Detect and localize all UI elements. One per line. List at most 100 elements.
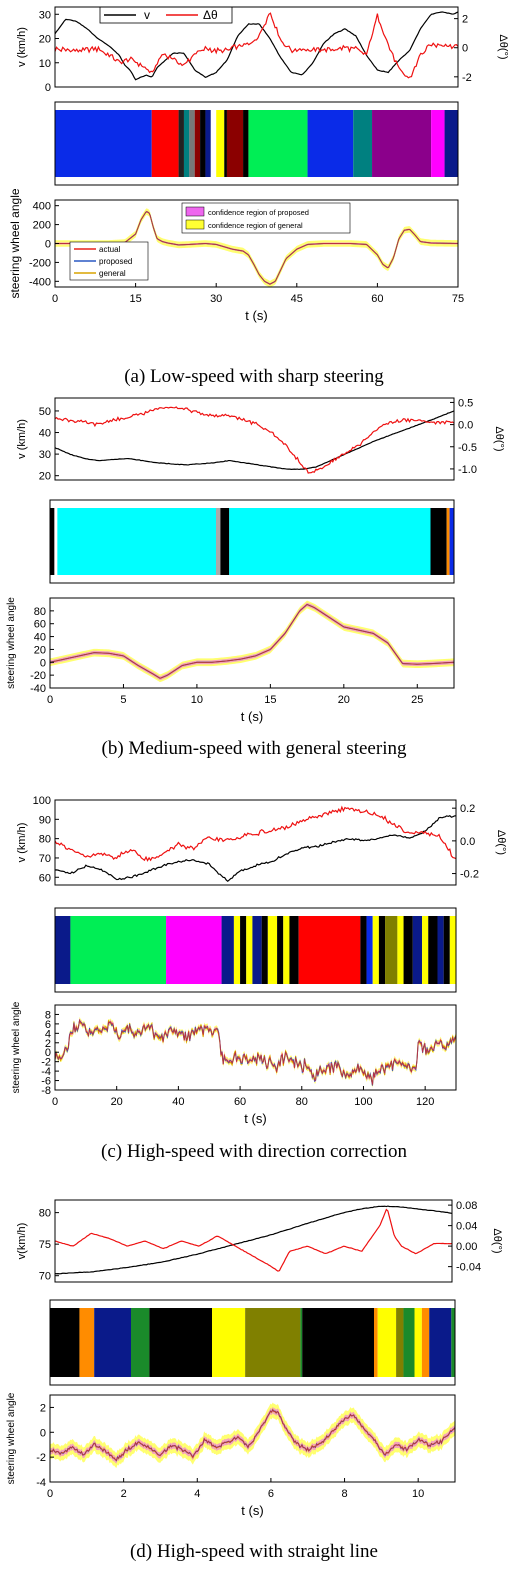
state-bar <box>49 1299 456 1386</box>
x-tick-label: 4 <box>194 1488 200 1500</box>
caption-a: (a) Low-speed with sharp steering <box>124 366 384 387</box>
state-segment <box>428 916 438 984</box>
y-tick-label: 400 <box>33 201 51 213</box>
steer-y-axis-label: steering wheel angle <box>6 597 17 689</box>
y-right-tick-label: 0.00 <box>456 1241 477 1253</box>
speed-plot: 0 10 20 30 -2 0 2 v (km/h) Δθ(°) v Δθ <box>16 6 508 94</box>
y-tick-label: 6 <box>45 1019 51 1031</box>
x-tick-label: 80 <box>296 1096 308 1108</box>
state-segment <box>252 916 262 984</box>
x-tick-label: 120 <box>416 1096 434 1108</box>
steer-x-axis-label: t (s) <box>241 709 263 724</box>
y-tick-label: 70 <box>39 853 51 865</box>
steer-plot-frame <box>49 1394 456 1483</box>
state-segment <box>216 508 221 575</box>
state-segment <box>212 1308 246 1377</box>
y-tick-label: 75 <box>39 1239 51 1251</box>
state-segment <box>437 916 444 984</box>
steer-y-axis-label: steering wheel angle <box>8 188 22 298</box>
speed-axis-label: v (km/h) <box>16 823 28 863</box>
state-segment <box>183 110 190 177</box>
legend-dtheta-label: Δθ <box>203 8 218 22</box>
y-tick-label: 2 <box>40 1402 46 1414</box>
y-right-tick-label: 0.2 <box>460 803 475 815</box>
state-segment <box>248 110 308 177</box>
heading-axis-label: Δθ(°) <box>491 1228 503 1253</box>
state-segment <box>189 110 195 177</box>
y-tick-label: 90 <box>39 814 51 826</box>
state-segment <box>422 916 429 984</box>
steer-x-axis-label: t (s) <box>244 1111 266 1126</box>
state-segment <box>397 916 404 984</box>
speed-series-line <box>54 11 459 81</box>
y-right-tick-label: 0 <box>462 43 468 55</box>
x-tick-label: 30 <box>210 293 222 305</box>
state-segment <box>205 110 211 177</box>
y-tick-label: -400 <box>29 276 51 288</box>
y-tick-label: -8 <box>41 1085 51 1097</box>
state-segment <box>431 110 445 177</box>
speed-plot-frame <box>54 1199 453 1283</box>
x-tick-label: 10 <box>191 694 203 706</box>
state-segment <box>210 110 217 177</box>
state-segment <box>166 916 222 984</box>
state-segment <box>57 508 217 575</box>
y-right-tick-label: -2 <box>462 72 472 84</box>
legend-conf-general-swatch <box>185 219 205 230</box>
state-segment <box>224 110 227 177</box>
state-segment <box>267 916 278 984</box>
state-segment <box>430 508 447 575</box>
steer-x-axis-label: t (s) <box>241 1503 263 1518</box>
steer-plot-frame <box>54 1004 457 1091</box>
legend-conf-proposed-swatch <box>185 206 205 217</box>
y-tick-label: 80 <box>39 834 51 846</box>
state-segment <box>421 1308 430 1377</box>
actual-series-line <box>49 1409 456 1462</box>
x-tick-label: 8 <box>341 1488 347 1500</box>
y-tick-label: 10 <box>39 58 51 70</box>
state-segment <box>243 110 249 177</box>
y-tick-label: 80 <box>39 1208 51 1220</box>
state-segment <box>70 916 167 984</box>
state-bar-border <box>49 1299 456 1386</box>
state-segment <box>55 916 71 984</box>
state-segment <box>151 110 179 177</box>
x-tick-label: 100 <box>354 1096 372 1108</box>
y-tick-label: 20 <box>34 644 46 656</box>
state-segment <box>353 110 373 177</box>
state-bar-border <box>49 499 455 584</box>
general-confidence-band <box>55 1017 456 1089</box>
state-bar <box>54 101 459 186</box>
y-right-tick-label: -1.0 <box>458 464 477 476</box>
state-segment <box>50 508 55 575</box>
state-segment <box>54 508 58 575</box>
y-right-tick-label: -0.2 <box>460 869 479 881</box>
y-tick-label: -2 <box>41 1057 51 1069</box>
state-segment <box>216 110 225 177</box>
speed-plot-frame <box>54 6 459 88</box>
panel-a: 0 10 20 30 -2 0 2 v (km/h) Δθ(°) v Δθ -400 -200 0 200 4… <box>8 6 508 323</box>
state-segment <box>298 916 361 984</box>
y-right-tick-label: -0.04 <box>456 1262 481 1274</box>
state-segment <box>412 916 423 984</box>
x-tick-label: 6 <box>268 1488 274 1500</box>
state-segment <box>366 916 373 984</box>
legend-proposed-label: proposed <box>99 257 132 266</box>
speed-plot: 20 30 40 50 -1.0 -0.5 0.0 0.5 v (km/h) Δθ(°) <box>16 397 505 482</box>
confidence-legend-box <box>181 202 351 234</box>
y-right-tick-label: -0.5 <box>458 442 477 454</box>
y-tick-label: -6 <box>41 1076 51 1088</box>
legend-general-label: general <box>99 269 126 278</box>
state-segment <box>226 110 244 177</box>
proposed-series-line <box>49 603 455 679</box>
y-right-tick-label: 0.08 <box>456 1200 477 1212</box>
y-tick-label: 100 <box>33 795 51 807</box>
x-tick-label: 0 <box>52 1096 58 1108</box>
state-bar-border <box>54 101 459 186</box>
heading-error-series-line <box>54 12 459 79</box>
state-bar <box>49 499 455 584</box>
